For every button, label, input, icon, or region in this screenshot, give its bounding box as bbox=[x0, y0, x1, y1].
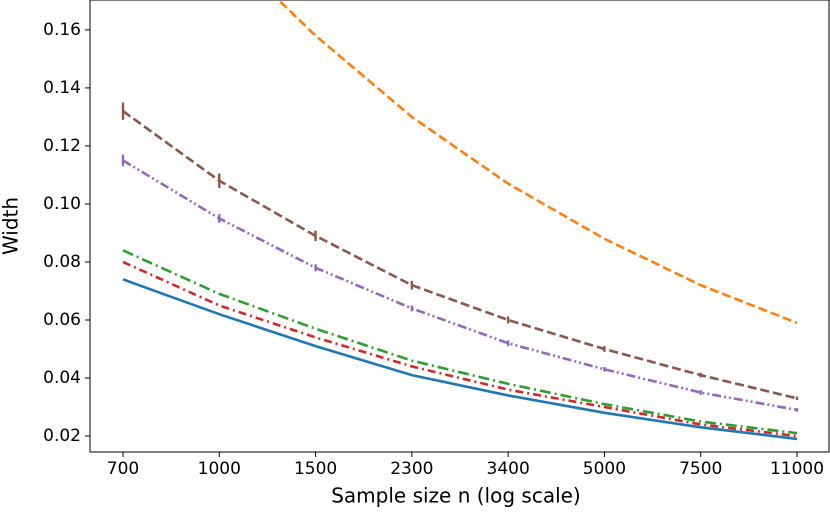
x-tick-label: 2300 bbox=[390, 459, 433, 479]
x-tick-label: 11000 bbox=[770, 459, 824, 479]
x-tick-label: 3400 bbox=[487, 459, 530, 479]
plot-frame bbox=[89, 0, 830, 453]
series-line bbox=[276, 0, 798, 325]
x-axis-title: Sample size n (log scale) bbox=[331, 484, 581, 508]
plot-area bbox=[121, 0, 799, 441]
series-line bbox=[122, 159, 798, 412]
x-tick-label: 700 bbox=[107, 459, 139, 479]
series-line bbox=[122, 249, 798, 435]
x-tick-label: 1000 bbox=[198, 459, 241, 479]
y-tick-label: 0.04 bbox=[43, 368, 81, 388]
x-tick-label: 5000 bbox=[583, 459, 626, 479]
y-tick-label: 0.08 bbox=[43, 252, 81, 272]
y-tick-label: 0.10 bbox=[43, 194, 81, 214]
series-line bbox=[122, 110, 798, 400]
y-tick-label: 0.02 bbox=[43, 426, 81, 446]
x-tick-label: 7500 bbox=[679, 459, 722, 479]
y-tick-label: 0.12 bbox=[43, 136, 81, 156]
series-line bbox=[122, 278, 798, 441]
x-tick-label: 1500 bbox=[294, 459, 337, 479]
y-axis-title: Width bbox=[0, 197, 23, 255]
y-tick-label: 0.16 bbox=[43, 20, 81, 40]
series-line bbox=[122, 260, 798, 438]
y-tick-label: 0.06 bbox=[43, 310, 81, 330]
y-tick-label: 0.14 bbox=[43, 78, 81, 98]
